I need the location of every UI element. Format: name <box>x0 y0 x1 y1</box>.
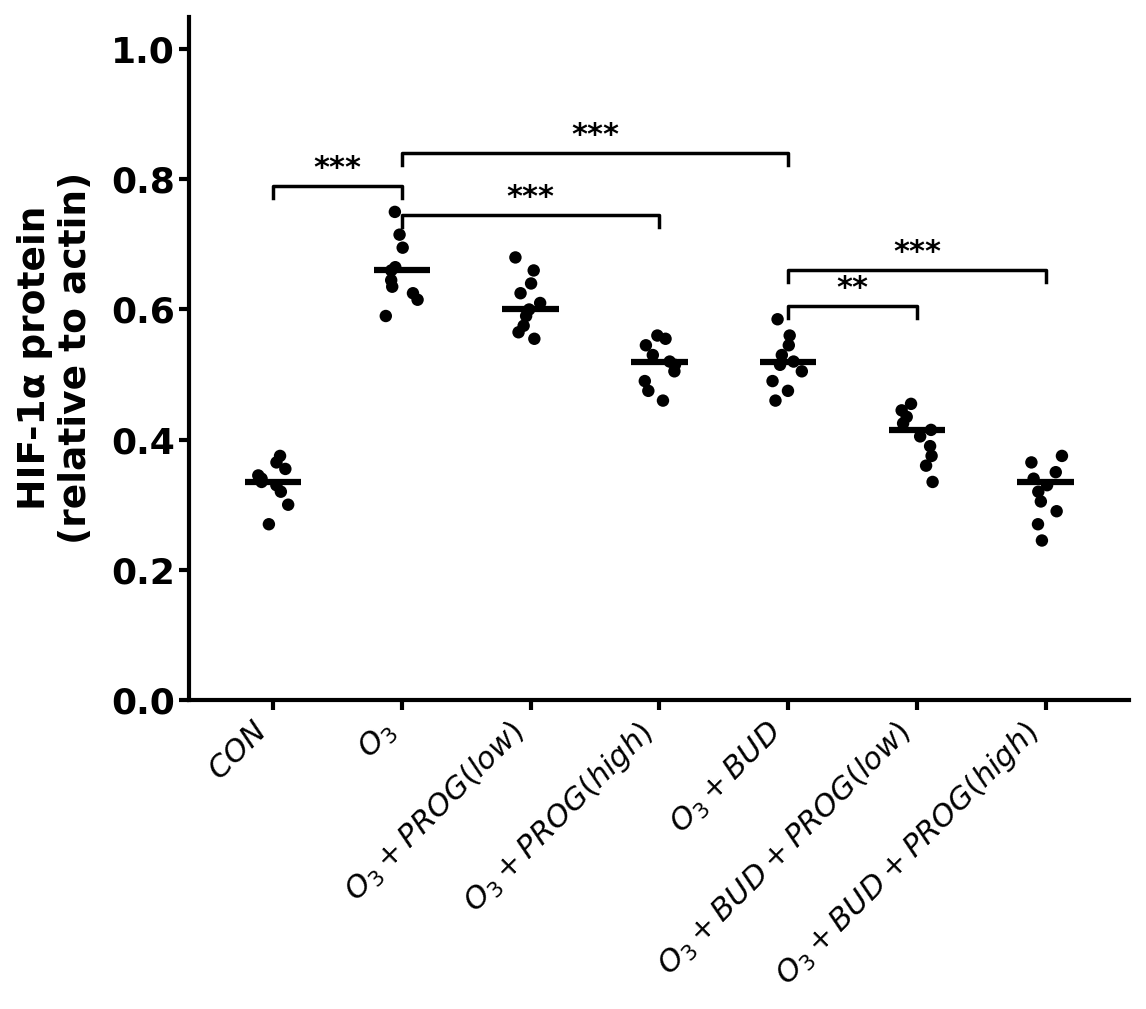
Point <box>911 428 929 444</box>
Point <box>769 311 787 327</box>
Point <box>636 373 654 389</box>
Point <box>763 373 782 389</box>
Point <box>665 363 683 379</box>
Point <box>666 357 684 373</box>
Point <box>267 477 285 493</box>
Point <box>1033 533 1051 549</box>
Point <box>639 382 658 399</box>
Point <box>252 470 270 486</box>
Point <box>525 262 543 278</box>
Point <box>272 483 290 499</box>
Point <box>276 461 295 477</box>
Point <box>531 295 549 311</box>
Text: ***: *** <box>314 153 361 183</box>
Point <box>520 302 539 318</box>
Point <box>525 331 543 347</box>
Point <box>391 227 409 243</box>
Point <box>515 318 533 334</box>
Point <box>780 328 799 344</box>
Point <box>386 259 405 275</box>
Point <box>1022 454 1041 470</box>
Point <box>772 347 791 363</box>
Point <box>637 337 656 353</box>
Point <box>660 353 678 369</box>
Text: **: ** <box>837 274 869 303</box>
Point <box>1029 483 1047 499</box>
Point <box>657 331 675 347</box>
Point <box>382 272 400 289</box>
Point <box>1047 503 1066 520</box>
Point <box>403 286 422 302</box>
Point <box>521 275 540 292</box>
Text: ***: *** <box>893 238 941 267</box>
Point <box>249 467 267 483</box>
Point <box>1031 493 1050 510</box>
Point <box>784 353 802 369</box>
Point <box>1046 464 1065 480</box>
Point <box>382 262 400 278</box>
Point <box>511 286 529 302</box>
Point <box>894 416 912 432</box>
Point <box>1053 448 1072 464</box>
Point <box>649 328 667 344</box>
Point <box>1038 477 1057 493</box>
Point <box>517 308 535 324</box>
Point <box>383 278 401 295</box>
Point <box>377 308 395 324</box>
Point <box>267 454 285 470</box>
Point <box>393 239 411 255</box>
Text: ***: *** <box>507 183 555 212</box>
Point <box>779 337 798 353</box>
Point <box>507 249 525 265</box>
Point <box>921 422 940 438</box>
Point <box>1029 517 1047 533</box>
Point <box>1025 470 1043 486</box>
Point <box>509 324 527 340</box>
Point <box>270 448 289 464</box>
Point <box>644 347 662 363</box>
Point <box>917 458 935 474</box>
Point <box>386 204 405 220</box>
Point <box>779 382 798 399</box>
Y-axis label: HIF-1α protein
(relative to actin): HIF-1α protein (relative to actin) <box>17 173 94 545</box>
Point <box>793 363 811 379</box>
Point <box>923 448 941 464</box>
Point <box>767 393 785 409</box>
Point <box>408 292 426 308</box>
Point <box>897 409 916 425</box>
Point <box>260 517 278 533</box>
Point <box>902 396 920 412</box>
Point <box>924 474 942 490</box>
Point <box>252 474 270 490</box>
Point <box>771 357 790 373</box>
Point <box>893 403 911 419</box>
Point <box>654 393 673 409</box>
Text: ***: *** <box>571 121 619 150</box>
Point <box>921 438 940 454</box>
Point <box>278 496 297 513</box>
